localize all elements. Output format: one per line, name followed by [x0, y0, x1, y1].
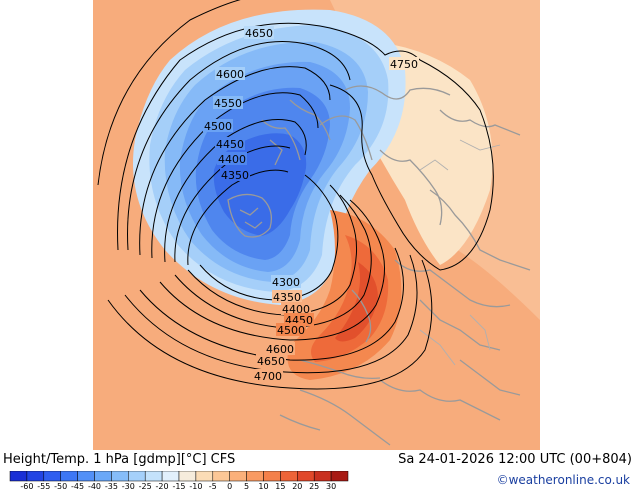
colorbar-swatch [263, 471, 281, 482]
colorbar-label: 5 [244, 482, 249, 490]
colorbar-label: -15 [172, 482, 185, 490]
colorbar-swatch [128, 471, 146, 482]
colorbar-label: 10 [258, 482, 268, 490]
colorbar-label: -35 [105, 482, 118, 490]
colorbar-label: 25 [309, 482, 319, 490]
colorbar-label: -40 [88, 482, 101, 490]
footer: Height/Temp. 1 hPa [gdmp][°C] CFS Sa 24-… [0, 450, 634, 490]
contour-label: 4650 [245, 27, 273, 40]
colorbar-label: 0 [227, 482, 232, 490]
colorbar-label: -55 [37, 482, 50, 490]
colorbar-swatch [94, 471, 112, 482]
colorbar-label: -50 [54, 482, 67, 490]
colorbar-swatch [161, 471, 180, 482]
colorbar: -60 -55 -50 -45 -40 -35 -30 -25 -20 -15 -10 -5 0 5 10 1… [9, 471, 349, 490]
colorbar-swatch [313, 471, 332, 482]
colorbar-swatch [111, 471, 129, 482]
colorbar-swatch [212, 471, 230, 482]
valid-time: Sa 24-01-2026 12:00 UTC (00+804) [398, 452, 632, 467]
colorbar-swatch [229, 471, 247, 482]
contours [97, 0, 494, 390]
coastlines [227, 85, 531, 446]
colorbar-swatch [43, 471, 61, 482]
contour-label: 4550 [214, 97, 242, 110]
warm-dipole-2 [311, 235, 389, 362]
colorbar-swatch [9, 471, 28, 482]
contour-label: 4600 [266, 343, 294, 356]
contour-label: 4500 [277, 324, 305, 337]
weather-map: 4650 4600 4550 4500 4450 4400 4350 4300 … [93, 0, 540, 450]
colorbar-swatch [195, 471, 214, 482]
colorbar-swatch [280, 471, 298, 482]
colorbar-label: 20 [292, 482, 302, 490]
contour-label: 4450 [216, 138, 244, 151]
contour-label: 4350 [221, 169, 249, 182]
colorbar-swatch [178, 471, 197, 482]
colorbar-label: -20 [156, 482, 169, 490]
credit-link[interactable]: ©weatheronline.co.uk [496, 473, 630, 487]
contour-labels: 4650 4600 4550 4500 4450 4400 4350 4300 … [203, 26, 419, 383]
colorbar-label: 15 [275, 482, 285, 490]
map-title: Height/Temp. 1 hPa [gdmp][°C] CFS [3, 452, 236, 467]
colorbar-swatch [330, 471, 349, 482]
borders [419, 139, 501, 366]
contour-label: 4400 [282, 303, 310, 316]
colorbar-swatch [60, 471, 78, 482]
contour-label: 4650 [257, 355, 285, 368]
colorbar-label: 30 [326, 482, 336, 490]
colorbar-label: -5 [209, 482, 217, 490]
contour-label: 4300 [272, 276, 300, 289]
contour-label: 4600 [216, 68, 244, 81]
colorbar-swatch [246, 471, 264, 482]
contour-label: 4750 [390, 58, 418, 71]
colorbar-swatch [26, 471, 45, 482]
contour-label: 4350 [273, 291, 301, 304]
colorbar-swatch [77, 471, 95, 482]
colorbar-label: -45 [71, 482, 84, 490]
contour-label: 4400 [218, 153, 246, 166]
colorbar-label: -25 [139, 482, 152, 490]
colorbar-swatch [297, 471, 315, 482]
warm-dipole-3 [335, 262, 378, 342]
contour-label: 4500 [204, 120, 232, 133]
colorbar-label: -30 [122, 482, 135, 490]
colorbar-label: -60 [20, 482, 33, 490]
contour-label: 4700 [254, 370, 282, 383]
colorbar-swatch [144, 471, 163, 482]
colorbar-label: -10 [189, 482, 202, 490]
